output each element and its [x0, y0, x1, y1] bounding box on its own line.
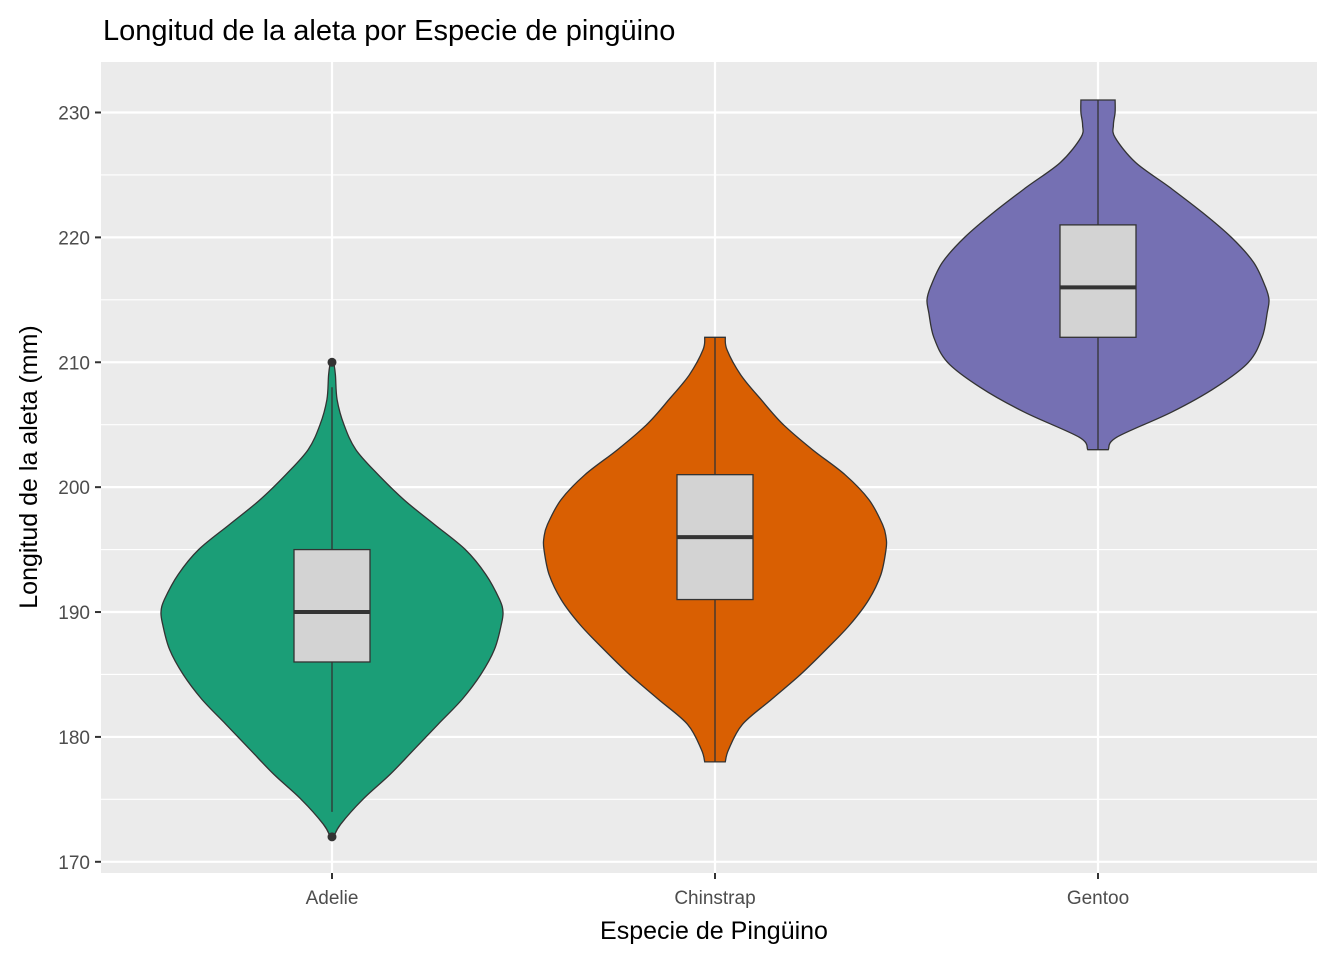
- y-tick-label: 210: [58, 353, 90, 374]
- violin-group-chinstrap: [542, 336, 888, 763]
- box-gentoo: [1059, 224, 1137, 338]
- outlier-point: [327, 832, 337, 842]
- x-axis-title: Especie de Pingüino: [600, 917, 828, 945]
- y-tick-label: 180: [58, 728, 90, 749]
- y-axis: 170 180 190 200 210 220 230: [58, 104, 101, 874]
- x-tick-label: Adelie: [306, 888, 359, 909]
- violin-group-gentoo: [926, 99, 1270, 451]
- y-tick-label: 230: [58, 104, 90, 125]
- x-tick-label: Gentoo: [1067, 888, 1129, 909]
- box-adelie: [293, 548, 371, 663]
- x-axis: Adelie Chinstrap Gentoo: [306, 873, 1129, 909]
- y-axis-title: Longitud de la aleta (mm): [15, 325, 43, 608]
- violin-group-adelie: [160, 357, 504, 842]
- y-tick-label: 220: [58, 228, 90, 249]
- y-tick-label: 200: [58, 478, 90, 499]
- y-tick-label: 170: [58, 853, 90, 874]
- x-tick-label: Chinstrap: [674, 888, 755, 909]
- outlier-point: [327, 357, 337, 367]
- chart-title: Longitud de la aleta por Especie de ping…: [103, 15, 675, 47]
- y-tick-label: 190: [58, 603, 90, 624]
- violins: [160, 99, 1270, 842]
